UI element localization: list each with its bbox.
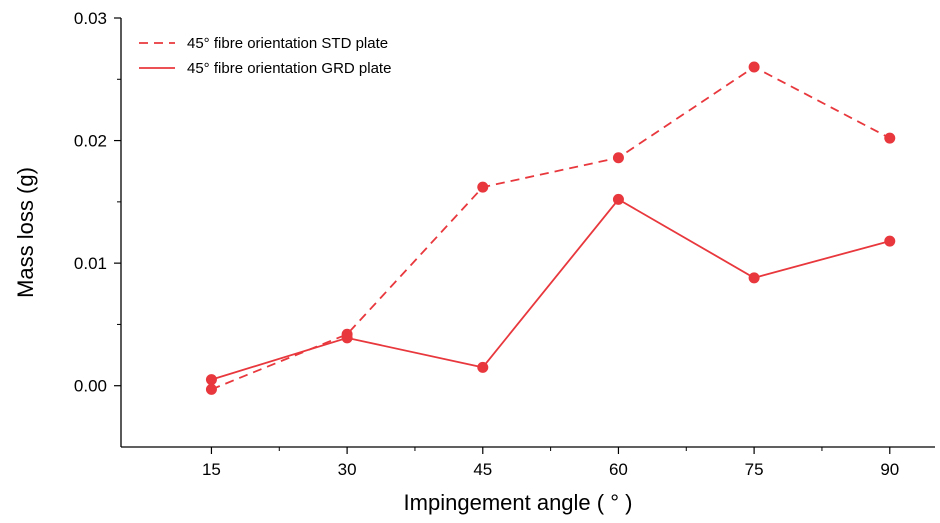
legend: 45° fibre orientation STD plate 45° fibre… bbox=[139, 35, 391, 77]
data-point bbox=[612, 193, 624, 205]
data-point bbox=[884, 132, 896, 144]
x-tick-label: 15 bbox=[202, 460, 221, 479]
data-point bbox=[477, 181, 489, 193]
series-line bbox=[211, 198, 891, 381]
y-tick-label: 0.01 bbox=[74, 254, 107, 273]
y-tick-label: 0.00 bbox=[74, 377, 107, 396]
series-line bbox=[211, 65, 891, 391]
y-axis-title: Mass loss (g) bbox=[13, 167, 38, 298]
x-tick-label: 75 bbox=[745, 460, 764, 479]
legend-label: 45° fibre orientation STD plate bbox=[187, 35, 388, 52]
series-std-plate bbox=[205, 61, 896, 395]
data-point bbox=[612, 152, 624, 164]
series-layer bbox=[205, 61, 896, 395]
x-axis-title: Impingement angle ( ° ) bbox=[404, 490, 633, 515]
data-point bbox=[884, 235, 896, 247]
x-tick-label: 45 bbox=[473, 460, 492, 479]
x-tick-label: 90 bbox=[880, 460, 899, 479]
data-point bbox=[748, 272, 760, 284]
x-tick-label: 30 bbox=[338, 460, 357, 479]
x-tick-label: 60 bbox=[609, 460, 628, 479]
y-tick-label: 0.02 bbox=[74, 132, 107, 151]
series-grd-plate bbox=[205, 193, 896, 386]
legend-label: 45° fibre orientation GRD plate bbox=[187, 60, 391, 77]
axes bbox=[120, 18, 935, 448]
data-point bbox=[477, 361, 489, 373]
ticks: 15 30 45 60 75 90 0.00 0.01 0.02 0.03 bbox=[74, 9, 899, 479]
data-point bbox=[341, 332, 353, 344]
data-point bbox=[748, 61, 760, 73]
y-tick-label: 0.03 bbox=[74, 9, 107, 28]
data-point bbox=[205, 374, 217, 386]
data-point bbox=[205, 383, 217, 395]
